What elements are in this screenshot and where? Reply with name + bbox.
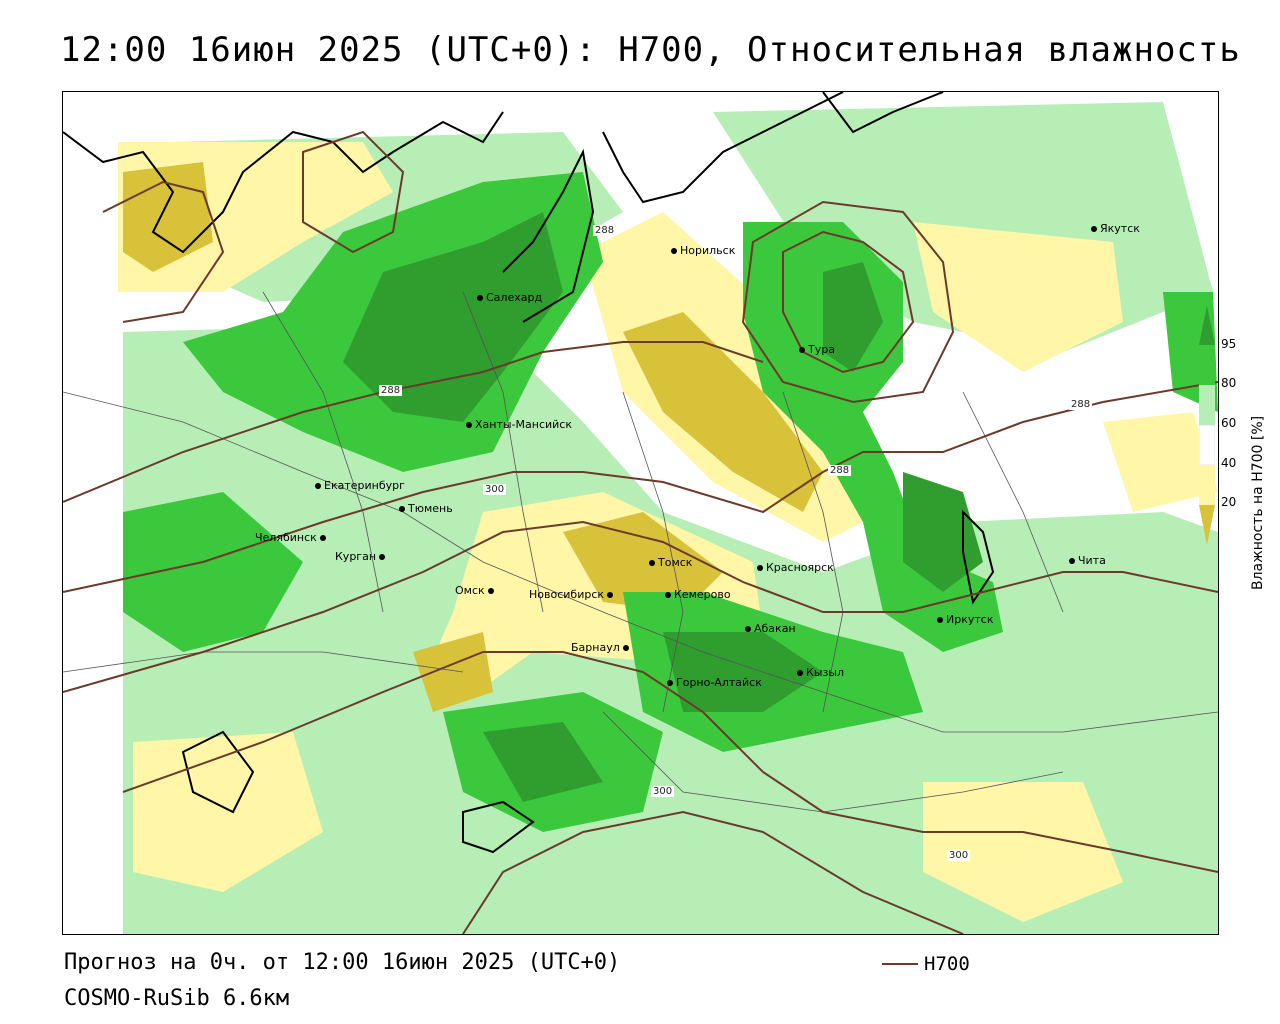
h700-legend-label: H700 [924,953,970,975]
city-dot-icon [665,592,671,598]
city-marker: Красноярск [757,561,834,574]
city-marker: Новосибирск [529,588,616,601]
city-dot-icon [797,670,803,676]
city-marker: Челябинск [255,531,329,544]
city-dot-icon [799,347,805,353]
city-dot-icon [477,295,483,301]
city-dot-icon [487,588,494,594]
forecast-info: Прогноз на 0ч. от 12:00 16июн 2025 (UTC+… [64,950,621,975]
isoline-label: 288 [379,385,403,396]
city-marker: Томск [649,556,692,569]
colorbar-segment [1199,424,1215,466]
city-dot-icon [649,560,655,566]
city-dot-icon [745,626,751,632]
city-dot-icon [671,248,677,254]
isoline-label: 288 [593,225,617,236]
city-marker: Абакан [745,622,796,635]
colorbar-arrow-top-icon [1199,305,1215,345]
city-dot-icon [757,565,763,571]
city-marker: Горно-Алтайск [667,676,762,689]
city-marker: Тура [799,343,835,356]
city-dot-icon [1091,226,1097,232]
city-dot-icon [937,617,943,623]
city-marker: Салехард [477,291,542,304]
city-dot-icon [1069,558,1075,564]
colorbar-segment [1199,465,1215,505]
model-name: COSMO-RuSib 6.6км [64,986,290,1011]
colorbar-arrow-bottom-icon [1199,505,1215,545]
h700-isolines [63,130,1218,934]
humidity-colorbar [1199,305,1215,545]
colorbar-tick-label: 60 [1221,416,1237,430]
city-marker: Ханты-Мансийск [466,418,572,431]
city-dot-icon [466,422,472,428]
isoline-label: 300 [651,786,675,797]
city-marker: Барнаул [571,641,632,654]
city-marker: Норильск [671,244,735,257]
city-marker: Екатеринбург [315,479,405,492]
page-title: 12:00 16июн 2025 (UTC+0): H700, Относите… [60,30,1241,70]
city-marker: Тюмень [399,502,453,515]
colorbar-segment [1199,345,1215,385]
colorbar-tick-label: 95 [1221,337,1237,351]
city-marker: Якутск [1091,222,1140,235]
colorbar-tick-label: 20 [1221,495,1237,509]
colorbar-segment [1199,385,1215,425]
city-marker: Чита [1069,554,1106,567]
isoline-label: 288 [828,465,852,476]
colorbar-tick-label: 40 [1221,456,1237,470]
isoline-label: 288 [1069,399,1093,410]
city-marker: Омск [455,584,497,597]
humidity-map [63,92,1218,934]
city-dot-icon [622,645,629,651]
city-dot-icon [399,506,405,512]
isoline-label: 300 [947,850,971,861]
city-dot-icon [379,554,386,560]
coastlines [63,92,995,854]
city-dot-icon [667,680,673,686]
isoline-label: 300 [483,484,507,495]
city-marker: Курган [335,550,388,563]
city-dot-icon [315,483,321,489]
city-dot-icon [607,592,614,598]
borders [63,291,1218,813]
city-marker: Кемерово [665,588,731,601]
colorbar-tick-label: 80 [1221,376,1237,390]
city-marker: Иркутск [937,613,993,626]
city-dot-icon [319,535,326,541]
map-frame: 288 288 288 288 300 300 300 Норильск Яку… [62,91,1219,935]
city-marker: Кызыл [797,666,844,679]
colorbar-title: Влажность на H700 [%] [1250,415,1266,590]
h700-legend-line-icon [882,963,918,965]
